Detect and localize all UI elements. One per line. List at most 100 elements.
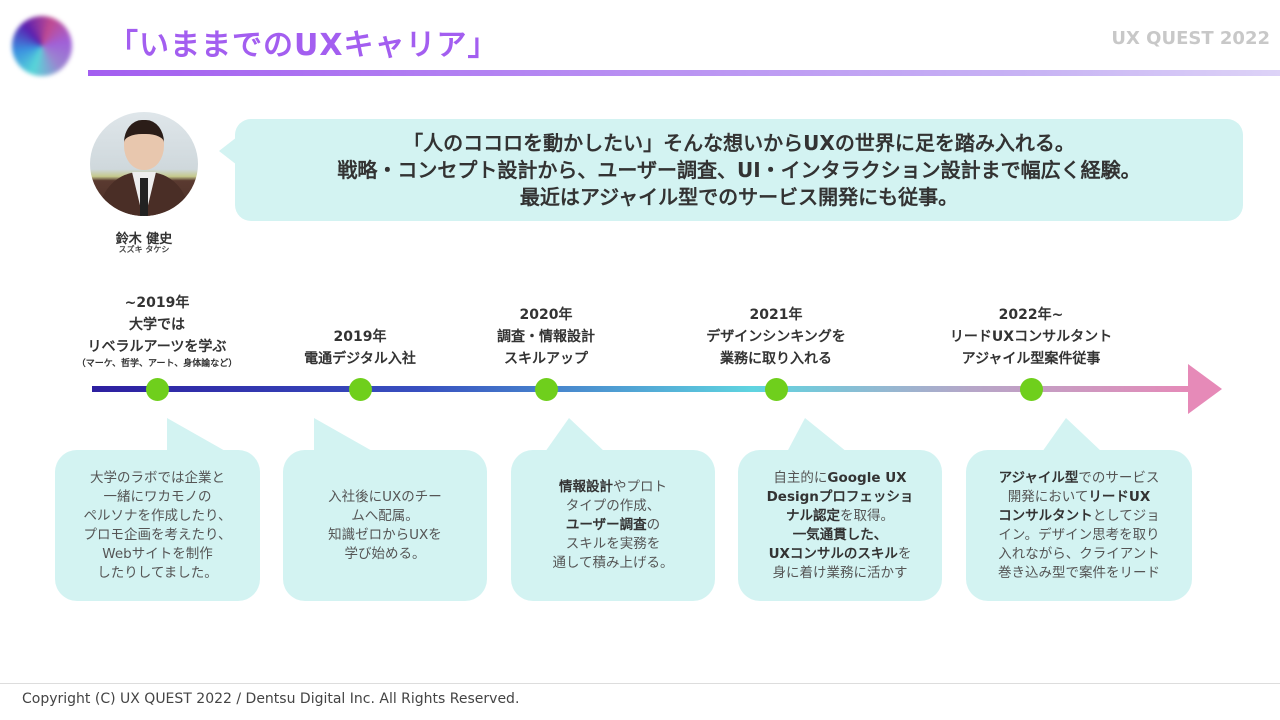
card-text: 通して積み上げる。 [552,555,674,571]
card-line: 学び始める。 [345,545,426,564]
card-text: 入社後にUXのチー [328,488,442,505]
milestone-label-line: デザインシンキングを [706,329,846,345]
card-text: ナル認定 [786,507,840,524]
milestone-label: ~2019年 大学では リベラルアーツを学ぶ （マーケ、哲学、アート、身体論など） [27,292,287,370]
card-line: 入社後にUXのチー [328,488,442,507]
card-text: 入れながら、クライアント [998,545,1160,562]
intro-bubble: 「人のココロを動かしたい」そんな想いからUXの世界に足を踏み入れる。 戦略・コン… [219,119,1243,221]
milestone-label: 2022年~ リードUXコンサルタント アジャイル型案件従事 [901,304,1161,370]
milestone-card: アジャイル型でのサービス 開発においてリードUX コンサルタントとしてジョ イン。デザ… [966,418,1192,601]
intro-line: 戦略・コンセプト設計から、ユーザー調査、UI・インタラクション設計まで幅広く経験… [337,157,1141,182]
milestone-label-line: 2020年 [519,307,573,323]
card-line: 一緒にワカモノの [104,488,212,507]
intro-line: 最近はアジャイル型でのサービス開発にも従事。 [519,184,959,209]
milestone-label-line: リベラルアーツを学ぶ [87,339,227,355]
card-text: ムへ配属。 [351,507,419,524]
milestone-label-line: 2021年 [749,307,803,323]
card-text: イン。デザイン思考を取り [998,526,1160,543]
card-line: 巻き込み型で案件をリード [998,564,1160,583]
card-text: UXコンサルのスキル [768,545,898,562]
intro-line: 「人のココロを動かしたい」そんな想いからUXの世界に足を踏み入れる。 [403,130,1075,155]
card-text: 一気通貫した、 [792,526,888,543]
card-line: ユーザー調査の [566,516,660,535]
card-line: 通して積み上げる。 [552,554,673,573]
card-text: したりしてました。 [97,564,218,581]
milestone-label-line: 大学では [129,317,185,333]
card-text: の [646,517,661,533]
card-text: コンサルタント [998,507,1093,524]
page-title: 「いままでのUXキャリア」 [108,28,499,63]
card-line: アジャイル型でのサービス [999,469,1160,488]
card-text: としてジョ [1092,507,1160,524]
card-tail [167,418,227,452]
card-text: を取得。 [840,507,894,524]
milestone-card: 自主的にGoogle UX Designプロフェッショナル認定を取得。一気通貫した… [738,418,942,601]
card-text: 学び始める。 [344,545,426,562]
profile-kana: スズキ タケシ [118,245,170,254]
card-text: 自主的に [773,469,828,486]
timeline-dot [146,378,169,401]
milestone-label: 2020年調査・情報設計 スキルアップ [416,304,676,370]
card-line: コンサルタントとしてジョ [998,507,1160,526]
timeline-dot [1020,378,1043,401]
card-text: やプロト [613,479,667,495]
card-text: 大学のラボでは企業と [90,469,225,486]
card-text: ペルソナを作成したり、 [83,507,232,524]
card-text: Google UX [827,469,907,486]
card-tail [1042,418,1102,452]
milestone-card: 情報設計やプロト タイプの作成、 ユーザー調査の スキルを実務を 通して積み上げる。 [511,418,715,601]
footer-copyright: Copyright (C) UX QUEST 2022 / Dentsu Dig… [22,691,520,707]
milestone-label-line: スキルアップ [504,351,588,367]
card-line: UXコンサルのスキルを [769,545,912,564]
milestone-label-line: 業務に取り入れる [720,351,832,367]
avatar-head [124,120,164,170]
timeline-dot [765,378,788,401]
title-underline [88,70,1280,76]
card-text: を [897,545,912,562]
card-text: 開発において [1007,488,1089,505]
card-tail [314,418,374,452]
footer-divider [0,683,1280,684]
card-text: 身に着け業務に活かす [772,564,908,581]
card-text: 情報設計 [559,479,613,495]
card-line: 身に着け業務に活かす [773,564,908,583]
card-line: ペルソナを作成したり、 [84,507,232,526]
avatar-tie [140,178,148,216]
card-text: Designプロフェッショ [766,488,914,505]
card-tail [787,418,847,452]
milestone-card: 大学のラボでは企業と 一緒にワカモノのペルソナを作成したり、 プロモ企画を考えたり、… [55,418,260,601]
card-line: 開発においてリードUX [1008,488,1150,507]
card-line: タイプの作成、 [566,497,661,516]
milestone-label: 2021年デザインシンキングを 業務に取り入れる [646,304,906,370]
card-tail [545,418,605,452]
timeline-dot [535,378,558,401]
card-line: 一気通貫した、 [793,526,888,545]
milestone-label-line: 2019年 [333,329,387,345]
milestone-card: 入社後にUXのチー ムへ配属。知識ゼロからUXを 学び始める。 [283,418,487,601]
card-text: Webサイトを制作 [102,545,213,562]
card-text: 一緒にワカモノの [103,488,212,505]
milestone-label: 2019年 電通デジタル入社 [230,326,490,370]
card-text: アジャイル型 [998,469,1079,486]
brand-label: UX QUEST 2022 [1111,28,1270,49]
card-line: Webサイトを制作 [102,545,212,564]
milestone-label-line: 調査・情報設計 [497,329,595,345]
card-text: ユーザー調査 [565,517,647,533]
card-line: 大学のラボでは企業と [90,469,225,488]
card-line: Designプロフェッショ [767,488,914,507]
milestone-label-line: リードUXコンサルタント [949,329,1113,345]
card-text: タイプの作成、 [565,498,661,514]
card-text: リードUX [1088,488,1151,505]
card-text: 知識ゼロからUXを [328,526,442,543]
card-text: 巻き込み型で案件をリード [998,564,1160,581]
card-line: 入れながら、クライアント [998,545,1159,564]
timeline-dot [349,378,372,401]
card-line: 情報設計やプロト [559,478,667,497]
timeline-line [92,386,1192,392]
card-line: プロモ企画を考えたり、 [84,526,232,545]
card-line: スキルを実務を [566,535,661,554]
card-line: イン。デザイン思考を取り [998,526,1159,545]
card-text: でのサービス [1078,469,1160,486]
logo-icon [12,16,72,76]
milestone-label-line: ~2019年 [124,295,190,311]
